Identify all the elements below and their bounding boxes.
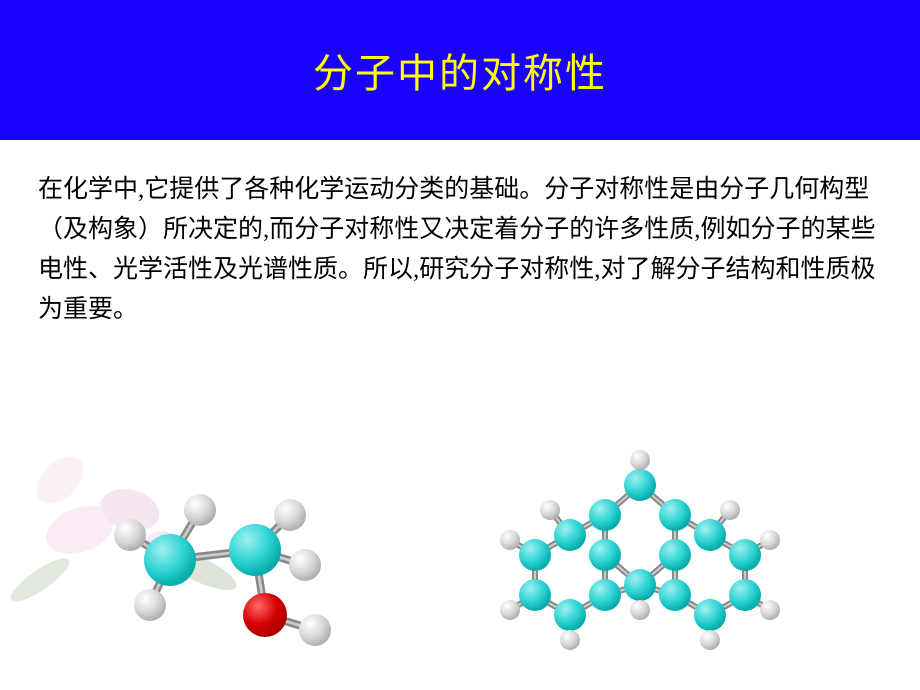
- polycyclic-molecule-svg: [450, 440, 830, 670]
- slide-title: 分子中的对称性: [313, 41, 607, 99]
- slide-body-paragraph: 在化学中,它提供了各种化学运动分类的基础。分子对称性是由分子几何构型（及构象）所…: [0, 140, 920, 330]
- molecule-left: [90, 445, 350, 665]
- ethanol-molecule-svg: [90, 445, 350, 665]
- molecule-diagrams-row: [0, 440, 920, 670]
- slide-header: 分子中的对称性: [0, 0, 920, 140]
- molecule-right: [450, 440, 830, 670]
